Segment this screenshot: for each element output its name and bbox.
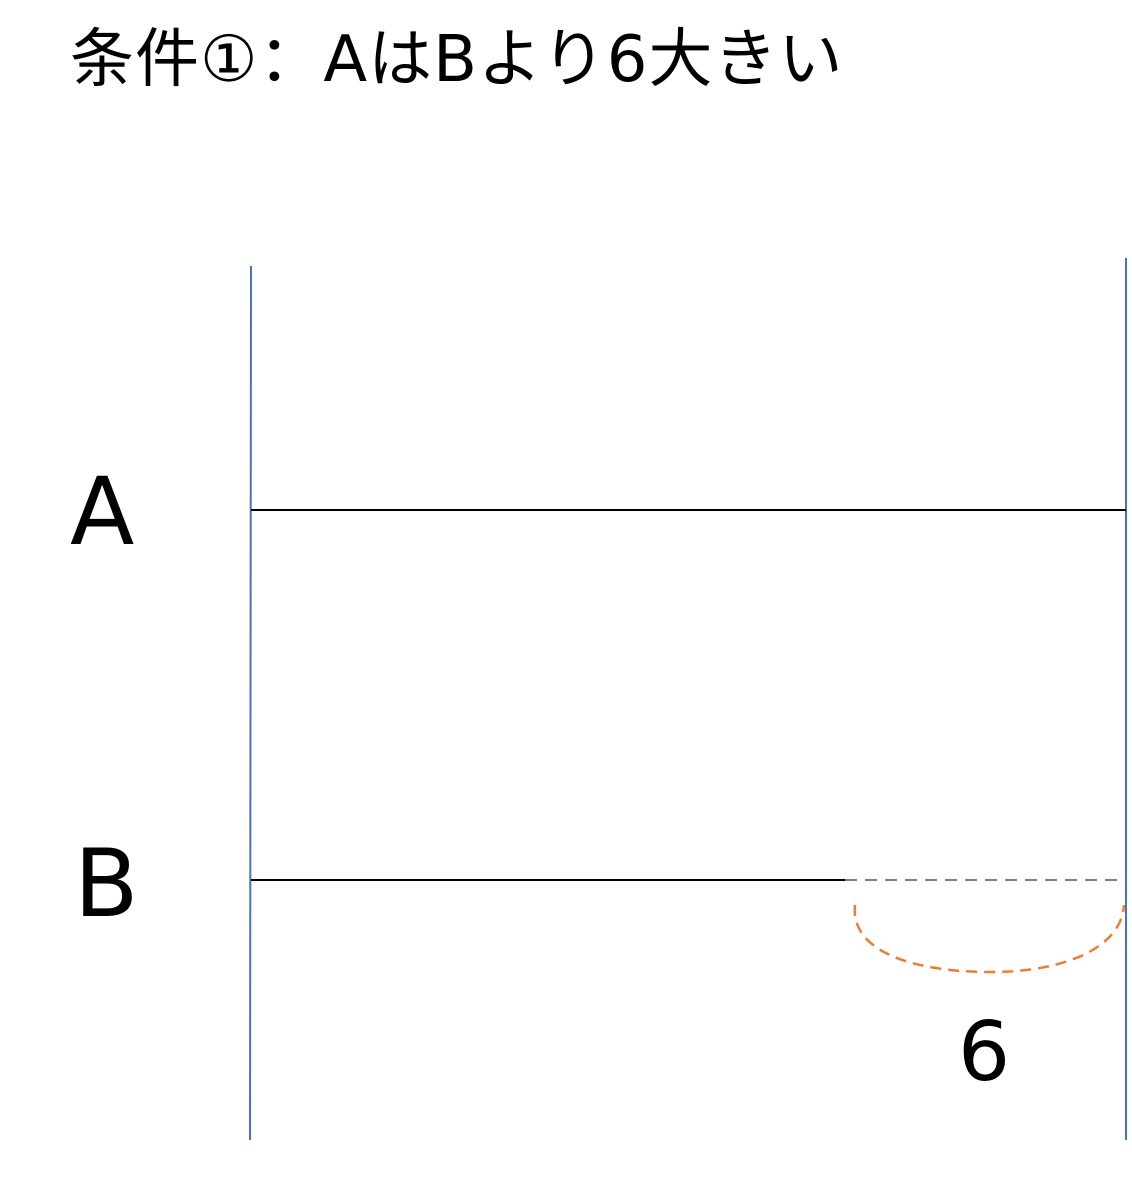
left-boundary-line bbox=[249, 265, 252, 1141]
bar-b-label: B bbox=[74, 830, 139, 939]
difference-label: 6 bbox=[958, 1005, 1011, 1100]
page-title: 条件①：AはBより6大きい bbox=[70, 23, 844, 97]
difference-brace bbox=[853, 904, 1126, 974]
bar-a-label: A bbox=[70, 458, 135, 567]
